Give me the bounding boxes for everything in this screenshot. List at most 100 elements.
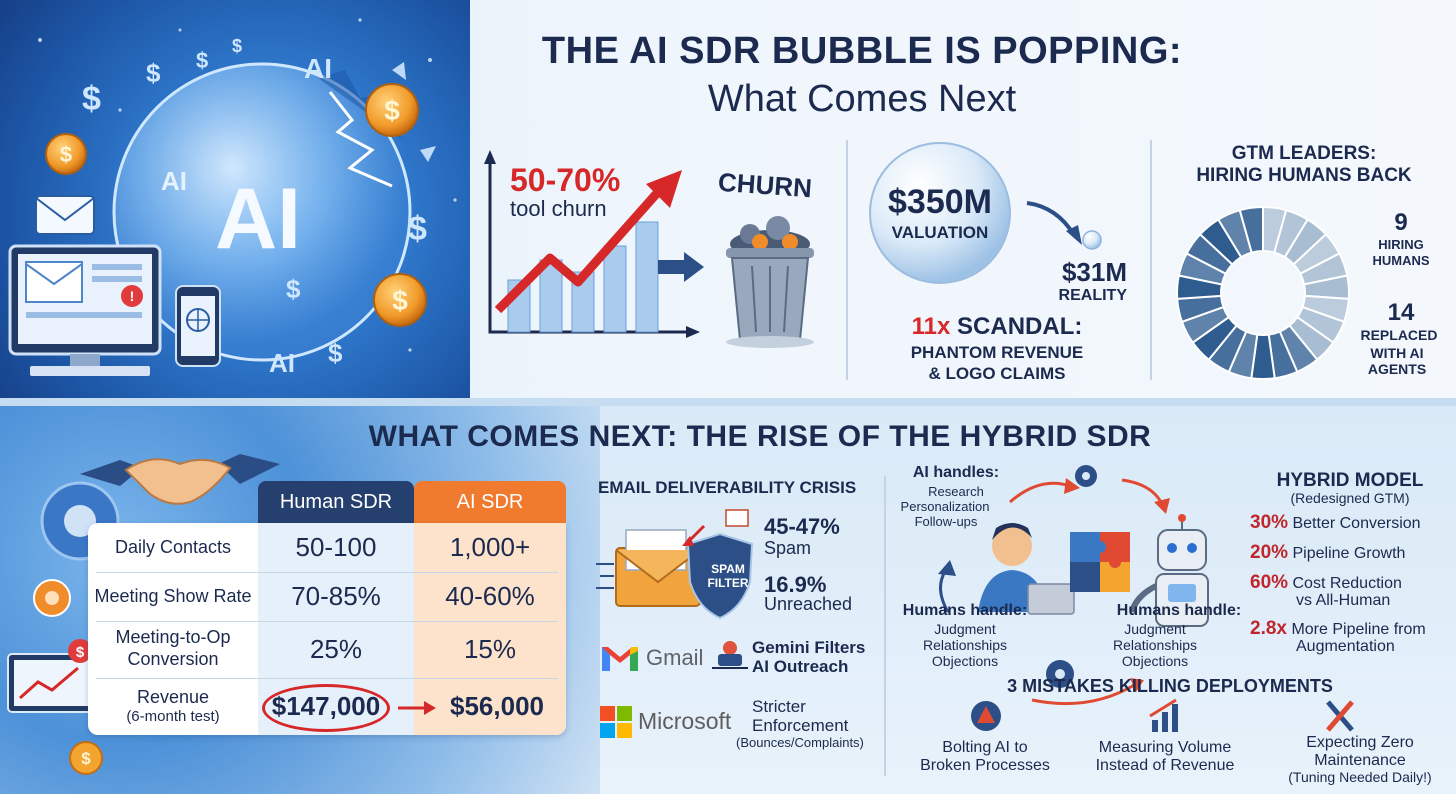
human-meeting-to-op: 25% bbox=[309, 634, 363, 664]
row-label-meeting-to-op-2: Conversion bbox=[127, 649, 219, 669]
valuation-bubble-illustration bbox=[869, 142, 1102, 284]
person-laptop-icon bbox=[978, 523, 1075, 615]
hybrid-stat-pct: 2.8x bbox=[1250, 618, 1287, 639]
humans-left-item-3: Objections bbox=[931, 653, 999, 669]
microsoft-logo-icon bbox=[600, 706, 632, 738]
floating-ai-label: AI bbox=[269, 348, 295, 378]
hiring-label-1: HIRING bbox=[1378, 237, 1424, 252]
envelope-icon bbox=[35, 195, 95, 235]
valuation-amount: $350M bbox=[888, 183, 992, 221]
ai-bubble-illustration: $ $ $ $ $ $ $ $ $ $ bbox=[8, 18, 457, 378]
human-revenue: $147,000 bbox=[271, 691, 381, 721]
scandal-headline: 11x SCANDAL: bbox=[882, 313, 1112, 341]
section-divider bbox=[1150, 140, 1152, 380]
ai-handles-item-2: Personalization bbox=[900, 499, 990, 514]
svg-text:$: $ bbox=[384, 95, 400, 126]
reality-label: REALITY bbox=[1058, 287, 1127, 304]
humans-left-item-2: Relationships bbox=[922, 637, 1008, 653]
humans-right-item-2: Relationships bbox=[1112, 637, 1198, 653]
smartphone-icon bbox=[175, 285, 221, 367]
gear-icon bbox=[1046, 660, 1074, 688]
hybrid-stat-4-line-2: Augmentation bbox=[1296, 638, 1395, 655]
ai-handles-title: AI handles: bbox=[912, 464, 1000, 481]
hybrid-stat-4: 2.8x More Pipeline from bbox=[1250, 618, 1426, 640]
replaced-label-2: WITH AI AGENTS bbox=[1367, 345, 1427, 377]
hybrid-collaboration-illustration bbox=[938, 465, 1209, 706]
human-sdr-header bbox=[258, 481, 414, 523]
hybrid-model-title: HYBRID MODEL bbox=[1276, 470, 1424, 491]
filter-robot-icon bbox=[712, 641, 748, 669]
human-daily-contacts: 50-100 bbox=[295, 532, 377, 562]
arrow-right-icon bbox=[398, 701, 436, 715]
svg-text:$: $ bbox=[328, 338, 343, 368]
coin-icon: $ bbox=[69, 741, 103, 775]
computer-monitor-icon: ! bbox=[8, 244, 162, 376]
ai-daily-contacts: 1,000+ bbox=[449, 532, 531, 562]
gmail-label: Gmail bbox=[646, 645, 704, 670]
spam-filter-label-2: FILTER bbox=[707, 576, 749, 590]
ai-handles-item-3: Follow-ups bbox=[914, 514, 978, 529]
humans-left-item-1: Judgment bbox=[934, 621, 996, 637]
bubble-ai-text-small: AI bbox=[161, 166, 187, 196]
hiring-count: 9 bbox=[1394, 209, 1408, 236]
hybrid-stat-text: Better Conversion bbox=[1292, 515, 1421, 532]
svg-text:$: $ bbox=[196, 48, 208, 73]
hybrid-stat-pct: 30% bbox=[1250, 512, 1289, 533]
scandal-multiplier: 11x bbox=[911, 313, 951, 340]
coin-icon: $ bbox=[373, 273, 427, 327]
churn-stat: 50-70% bbox=[510, 162, 621, 198]
top-section: $ $ $ $ $ $ $ $ $ $ bbox=[0, 0, 1456, 398]
ai-meeting-show-rate: 40-60% bbox=[445, 581, 535, 611]
mistake-2-line-1: Measuring Volume bbox=[1098, 739, 1232, 756]
churn-growth-chart-illustration bbox=[484, 150, 814, 348]
valuation-label: VALUATION bbox=[891, 223, 989, 242]
svg-text:$: $ bbox=[408, 210, 427, 248]
row-label-revenue-2: (6-month test) bbox=[126, 708, 220, 725]
replaced-count: 14 bbox=[1387, 299, 1415, 326]
humans-right-title: Humans handle: bbox=[1116, 602, 1242, 619]
reality-amount: $31M bbox=[1061, 257, 1127, 287]
valuation-panel: $350M VALUATION $31M REALITY 11x SCANDAL… bbox=[852, 135, 1147, 385]
gtm-title-line-1: GTM LEADERS: bbox=[1231, 143, 1377, 164]
mistake-3-line-2: Maintenance bbox=[1314, 752, 1406, 769]
mistake-3-line-1: Expecting Zero bbox=[1306, 734, 1414, 751]
hybrid-stat-pct: 60% bbox=[1250, 572, 1289, 593]
section-divider bbox=[884, 476, 886, 776]
hybrid-stat-2: 20% Pipeline Growth bbox=[1250, 542, 1405, 564]
page-subtitle: What Comes Next bbox=[707, 78, 1017, 120]
spam-label: Spam bbox=[764, 538, 812, 558]
svg-text:$: $ bbox=[286, 274, 301, 304]
hybrid-stat-3: 60% Cost Reduction bbox=[1250, 572, 1402, 594]
hero-illustration: $ $ $ $ $ $ $ $ $ $ bbox=[0, 0, 470, 398]
mistake-3-line-3: (Tuning Needed Daily!) bbox=[1288, 769, 1432, 785]
scandal-line-1: PHANTOM REVENUE bbox=[910, 343, 1084, 362]
replaced-label-1: REPLACED bbox=[1360, 327, 1438, 343]
hybrid-stat-text: More Pipeline from bbox=[1291, 621, 1426, 638]
ms-line-1: Stricter bbox=[752, 697, 806, 716]
hiring-label-2: HUMANS bbox=[1372, 253, 1430, 268]
churn-panel: 50-70% tool churn CHURN bbox=[478, 140, 843, 380]
ai-handles-item-1: Research bbox=[928, 484, 984, 499]
hybrid-stat-3-line-2: vs All-Human bbox=[1296, 592, 1391, 609]
ai-meeting-to-op: 15% bbox=[463, 634, 517, 664]
hybrid-stat-pct: 20% bbox=[1250, 542, 1289, 563]
bottom-section: $ $ WHAT COMES NEXT: THE RISE OF THE HYB… bbox=[0, 406, 1456, 794]
row-label-meeting-show-rate: Meeting Show Rate bbox=[94, 585, 252, 606]
churn-stat-label: tool churn bbox=[510, 196, 607, 221]
humans-left-title: Humans handle: bbox=[902, 602, 1028, 619]
mistake-1-line-1: Bolting AI to bbox=[942, 739, 1028, 756]
section-separator bbox=[0, 398, 1456, 406]
churn-bin-label: CHURN bbox=[717, 166, 813, 204]
unreached-label: Unreached bbox=[764, 594, 853, 614]
gtm-title-line-2: HIRING HUMANS BACK bbox=[1196, 165, 1412, 186]
gemini-line-1: Gemini Filters bbox=[752, 638, 866, 657]
row-label-revenue: Revenue bbox=[136, 687, 210, 707]
laptop-chart-icon: $ bbox=[7, 639, 95, 713]
warning-gear-icon bbox=[971, 701, 1001, 731]
hybrid-stat-text: Pipeline Growth bbox=[1292, 545, 1406, 562]
humans-right-item-1: Judgment bbox=[1124, 621, 1186, 637]
highlight-circle bbox=[262, 684, 390, 732]
coin-icon: $ bbox=[365, 83, 419, 137]
mistake-icons bbox=[971, 698, 1354, 732]
gmail-logo-icon bbox=[602, 647, 638, 671]
